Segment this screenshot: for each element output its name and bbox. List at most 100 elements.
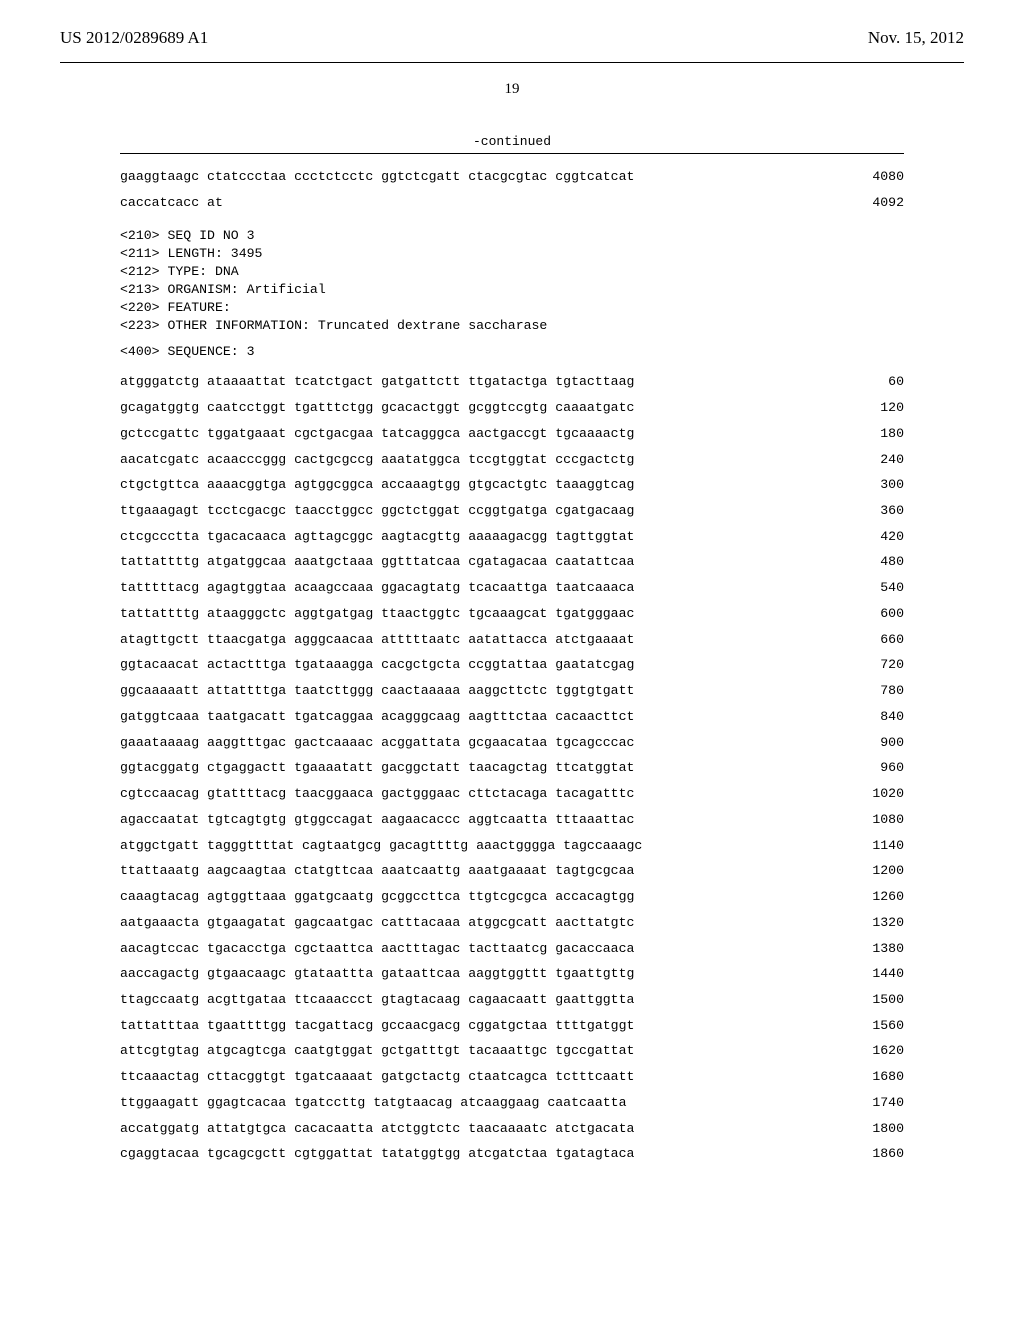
- sequence-position: 1260: [854, 884, 904, 910]
- sequence-row: atagttgctt ttaacgatga agggcaacaa attttta…: [120, 627, 904, 653]
- sequence-text: aacagtccac tgacacctga cgctaattca aacttta…: [120, 936, 634, 962]
- sequence-text: tattatttaa tgaattttgg tacgattacg gccaacg…: [120, 1013, 634, 1039]
- sequence-row: aaccagactg gtgaacaagc gtataattta gataatt…: [120, 961, 904, 987]
- sequence-row: ttagccaatg acgttgataa ttcaaaccct gtagtac…: [120, 987, 904, 1013]
- publication-date: Nov. 15, 2012: [868, 28, 964, 48]
- sequence-text: gcagatggtg caatcctggt tgatttctgg gcacact…: [120, 395, 634, 421]
- continued-label: -continued: [120, 134, 904, 149]
- sequence-row: atgggatctg ataaaattat tcatctgact gatgatt…: [120, 369, 904, 395]
- sequence-position: 660: [854, 627, 904, 653]
- sequence-text: accatggatg attatgtgca cacacaatta atctggt…: [120, 1116, 634, 1142]
- sequence-text: attcgtgtag atgcagtcga caatgtggat gctgatt…: [120, 1038, 634, 1064]
- sequence-label: <400> SEQUENCE: 3: [120, 344, 904, 359]
- sequence-row: tatttttacg agagtggtaa acaagccaaa ggacagt…: [120, 575, 904, 601]
- sequence-row: caccatcacc at 4092: [120, 190, 904, 216]
- sequence-text: atgggatctg ataaaattat tcatctgact gatgatt…: [120, 369, 634, 395]
- sequence-position: 1680: [854, 1064, 904, 1090]
- sequence-text: ttcaaactag cttacggtgt tgatcaaaat gatgcta…: [120, 1064, 634, 1090]
- sequence-text: aatgaaacta gtgaagatat gagcaatgac catttac…: [120, 910, 634, 936]
- sequence-text: atggctgatt tagggttttat cagtaatgcg gacagt…: [120, 833, 642, 859]
- sequence-row: gaaataaaag aaggtttgac gactcaaaac acggatt…: [120, 730, 904, 756]
- sequence-text: cgaggtacaa tgcagcgctt cgtggattat tatatgg…: [120, 1141, 634, 1167]
- sequence-position: 180: [854, 421, 904, 447]
- sequence-text: atagttgctt ttaacgatga agggcaacaa attttta…: [120, 627, 634, 653]
- sequence-position: 1440: [854, 961, 904, 987]
- sequence-text: cgtccaacag gtattttacg taacggaaca gactggg…: [120, 781, 634, 807]
- sequence-row: ttcaaactag cttacggtgt tgatcaaaat gatgcta…: [120, 1064, 904, 1090]
- sequence-position: 4080: [854, 164, 904, 190]
- main-sequence-rows: atgggatctg ataaaattat tcatctgact gatgatt…: [120, 369, 904, 1167]
- sequence-row: accatggatg attatgtgca cacacaatta atctggt…: [120, 1116, 904, 1142]
- sequence-position: 300: [854, 472, 904, 498]
- sequence-position: 1080: [854, 807, 904, 833]
- sequence-position: 960: [854, 755, 904, 781]
- sequence-row: gatggtcaaa taatgacatt tgatcaggaa acagggc…: [120, 704, 904, 730]
- sequence-position: 540: [854, 575, 904, 601]
- sequence-text: gatggtcaaa taatgacatt tgatcaggaa acagggc…: [120, 704, 634, 730]
- sequence-text: ttggaagatt ggagtcacaa tgatccttg tatgtaac…: [120, 1090, 626, 1116]
- sequence-position: 1140: [854, 833, 904, 859]
- sequence-row: aacagtccac tgacacctga cgctaattca aacttta…: [120, 936, 904, 962]
- sequence-position: 780: [854, 678, 904, 704]
- content-area: -continued gaaggtaagc ctatccctaa ccctctc…: [120, 134, 904, 1167]
- sequence-row: agaccaatat tgtcagtgtg gtggccagat aagaaca…: [120, 807, 904, 833]
- sequence-text: caccatcacc at: [120, 190, 223, 216]
- sequence-text: gaaataaaag aaggtttgac gactcaaaac acggatt…: [120, 730, 634, 756]
- sequence-text: ttattaaatg aagcaagtaa ctatgttcaa aaatcaa…: [120, 858, 634, 884]
- header-rule: [60, 62, 964, 63]
- sequence-row: ttgaaagagt tcctcgacgc taacctggcc ggctctg…: [120, 498, 904, 524]
- sequence-row: ggcaaaaatt attattttga taatcttggg caactaa…: [120, 678, 904, 704]
- sequence-position: 1620: [854, 1038, 904, 1064]
- sequence-row: attcgtgtag atgcagtcga caatgtggat gctgatt…: [120, 1038, 904, 1064]
- sequence-row: tattattttg ataagggctc aggtgatgag ttaactg…: [120, 601, 904, 627]
- sequence-row: ttggaagatt ggagtcacaa tgatccttg tatgtaac…: [120, 1090, 904, 1116]
- sequence-position: 1740: [854, 1090, 904, 1116]
- sequence-text: ggcaaaaatt attattttga taatcttggg caactaa…: [120, 678, 634, 704]
- sequence-position: 4092: [854, 190, 904, 216]
- sequence-text: agaccaatat tgtcagtgtg gtggccagat aagaaca…: [120, 807, 634, 833]
- sequence-row: tattatttaa tgaattttgg tacgattacg gccaacg…: [120, 1013, 904, 1039]
- sequence-position: 1560: [854, 1013, 904, 1039]
- page-number: 19: [0, 81, 1024, 98]
- sequence-text: tattattttg atgatggcaa aaatgctaaa ggtttat…: [120, 549, 634, 575]
- sequence-position: 720: [854, 652, 904, 678]
- publication-number: US 2012/0289689 A1: [60, 28, 208, 48]
- sequence-row: atggctgatt tagggttttat cagtaatgcg gacagt…: [120, 833, 904, 859]
- sequence-row: gcagatggtg caatcctggt tgatttctgg gcacact…: [120, 395, 904, 421]
- sequence-position: 60: [854, 369, 904, 395]
- sequence-position: 420: [854, 524, 904, 550]
- sequence-position: 1020: [854, 781, 904, 807]
- sequence-text: ctgctgttca aaaacggtga agtggcggca accaaag…: [120, 472, 634, 498]
- sequence-position: 1200: [854, 858, 904, 884]
- sequence-row: aatgaaacta gtgaagatat gagcaatgac catttac…: [120, 910, 904, 936]
- sequence-row: tattattttg atgatggcaa aaatgctaaa ggtttat…: [120, 549, 904, 575]
- sequence-row: ggtacaacat actactttga tgataaagga cacgctg…: [120, 652, 904, 678]
- sequence-position: 120: [854, 395, 904, 421]
- sequence-position: 1860: [854, 1141, 904, 1167]
- sequence-row: cgaggtacaa tgcagcgctt cgtggattat tatatgg…: [120, 1141, 904, 1167]
- sequence-position: 600: [854, 601, 904, 627]
- sequence-row: ctcgccctta tgacacaaca agttagcggc aagtacg…: [120, 524, 904, 550]
- sequence-text: ttgaaagagt tcctcgacgc taacctggcc ggctctg…: [120, 498, 634, 524]
- sequence-position: 900: [854, 730, 904, 756]
- sequence-text: gaaggtaagc ctatccctaa ccctctcctc ggtctcg…: [120, 164, 634, 190]
- trailing-sequence-rows: gaaggtaagc ctatccctaa ccctctcctc ggtctcg…: [120, 164, 904, 215]
- content-top-rule: [120, 153, 904, 154]
- sequence-metadata-block: <210> SEQ ID NO 3 <211> LENGTH: 3495 <21…: [120, 227, 904, 334]
- sequence-row: ctgctgttca aaaacggtga agtggcggca accaaag…: [120, 472, 904, 498]
- sequence-text: ttagccaatg acgttgataa ttcaaaccct gtagtac…: [120, 987, 634, 1013]
- sequence-position: 840: [854, 704, 904, 730]
- sequence-row: gaaggtaagc ctatccctaa ccctctcctc ggtctcg…: [120, 164, 904, 190]
- sequence-text: aaccagactg gtgaacaagc gtataattta gataatt…: [120, 961, 634, 987]
- sequence-text: tattattttg ataagggctc aggtgatgag ttaactg…: [120, 601, 634, 627]
- sequence-row: caaagtacag agtggttaaa ggatgcaatg gcggcct…: [120, 884, 904, 910]
- sequence-position: 1800: [854, 1116, 904, 1142]
- sequence-text: aacatcgatc acaacccggg cactgcgccg aaatatg…: [120, 447, 634, 473]
- sequence-text: ctcgccctta tgacacaaca agttagcggc aagtacg…: [120, 524, 634, 550]
- sequence-row: ggtacggatg ctgaggactt tgaaaatatt gacggct…: [120, 755, 904, 781]
- sequence-row: cgtccaacag gtattttacg taacggaaca gactggg…: [120, 781, 904, 807]
- sequence-row: gctccgattc tggatgaaat cgctgacgaa tatcagg…: [120, 421, 904, 447]
- sequence-text: tatttttacg agagtggtaa acaagccaaa ggacagt…: [120, 575, 634, 601]
- sequence-position: 240: [854, 447, 904, 473]
- sequence-position: 1380: [854, 936, 904, 962]
